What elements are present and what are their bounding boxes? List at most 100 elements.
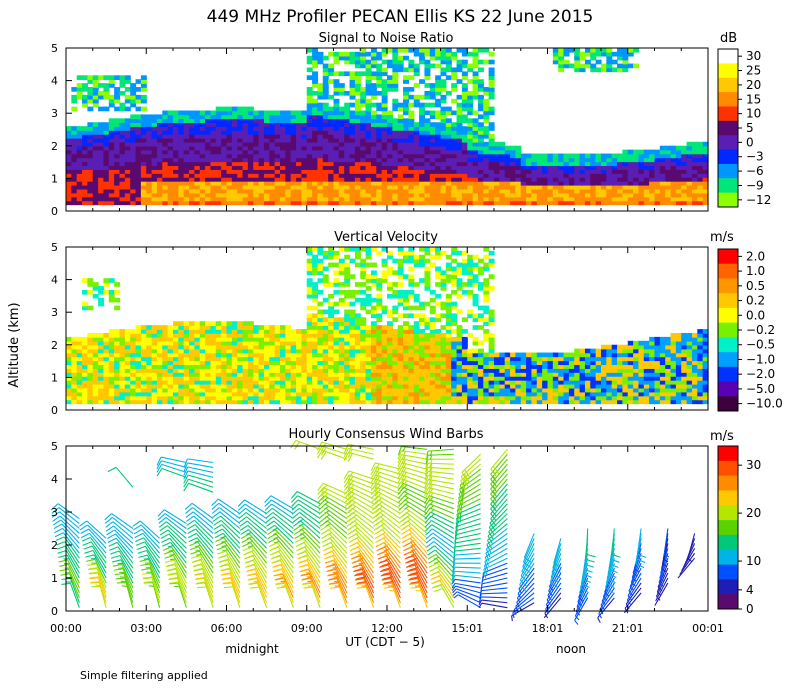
field-cell [306,379,313,385]
field-cell [403,391,409,397]
field-cell [333,250,340,256]
field-cell [263,173,270,178]
field-cell [76,173,83,178]
field-cell [66,379,72,385]
field-cell [563,165,570,170]
field-cell [429,188,436,194]
field-cell [328,356,335,362]
field-cell [306,313,313,319]
field-cell [87,278,94,283]
field-cell [247,391,254,397]
field-cell [360,289,367,295]
field-cell [258,184,265,190]
field-cell [66,157,72,163]
field-cell [210,352,217,358]
field-cell [381,336,388,342]
field-cell [360,169,367,174]
field-cell [194,364,201,369]
field-cell [606,165,613,170]
field-cell [146,153,153,159]
field-cell [472,340,479,346]
field-cell [301,352,308,358]
field-cell [71,87,78,92]
field-cell [440,192,447,198]
field-cell [322,360,329,366]
field-cell [435,157,442,163]
field-cell [247,372,254,377]
field-cell [370,145,377,151]
field-cell [419,161,426,167]
field-cell [306,141,313,147]
field-cell [301,192,308,198]
field-cell [231,180,238,186]
field-cell [173,352,179,358]
field-cell [413,47,420,53]
field-cell [601,169,607,174]
field-cell [280,364,286,369]
field-cell [376,83,383,88]
field-cell [317,169,324,174]
field-cell [92,126,99,131]
field-cell [643,165,650,170]
field-cell [231,177,238,182]
field-cell [210,114,217,120]
field-cell [477,282,484,287]
field-cell [387,177,393,182]
field-cell [370,321,377,326]
field-cell [194,141,201,147]
field-cell [189,364,195,369]
field-cell [162,141,169,147]
field-cell [199,177,206,182]
field-cell [403,110,409,116]
field-cell [354,55,361,61]
field-cell [349,133,356,139]
field-cell [435,360,442,366]
field-cell [659,153,666,159]
field-cell [328,149,335,155]
field-cell [338,368,345,373]
field-cell [66,372,72,377]
field-cell [387,47,393,53]
field-cell [606,200,613,206]
field-cell [162,329,169,334]
field-cell [552,55,559,61]
field-cell [151,364,158,369]
field-cell [156,340,163,346]
field-cell [322,372,329,377]
field-cell [456,192,463,198]
field-cell [162,336,169,342]
field-cell [461,90,468,96]
field-cell [477,266,484,272]
field-cell [328,368,335,373]
field-cell [392,71,399,77]
field-cell [280,188,286,194]
field-cell [424,102,431,108]
field-cell [76,336,83,342]
field-cell [296,329,302,334]
field-cell [322,90,329,96]
field-cell [520,196,527,202]
field-cell [381,59,388,65]
field-cell [322,368,329,373]
field-cell [419,118,426,124]
field-cell [328,118,335,124]
field-cell [504,188,511,194]
field-cell [574,161,581,167]
field-cell [601,173,607,178]
field-cell [280,348,286,354]
field-cell [114,336,121,342]
field-cell [360,110,367,116]
field-cell [237,118,244,124]
field-cell [659,200,666,206]
field-cell [456,364,463,369]
field-cell [247,169,254,174]
field-cell [440,184,447,190]
field-cell [82,126,88,131]
field-cell [328,157,335,163]
field-cell [381,188,388,194]
field-cell [354,200,361,206]
field-cell [622,173,629,178]
field-cell [477,184,484,190]
field-cell [82,364,88,369]
field-cell [173,145,179,151]
